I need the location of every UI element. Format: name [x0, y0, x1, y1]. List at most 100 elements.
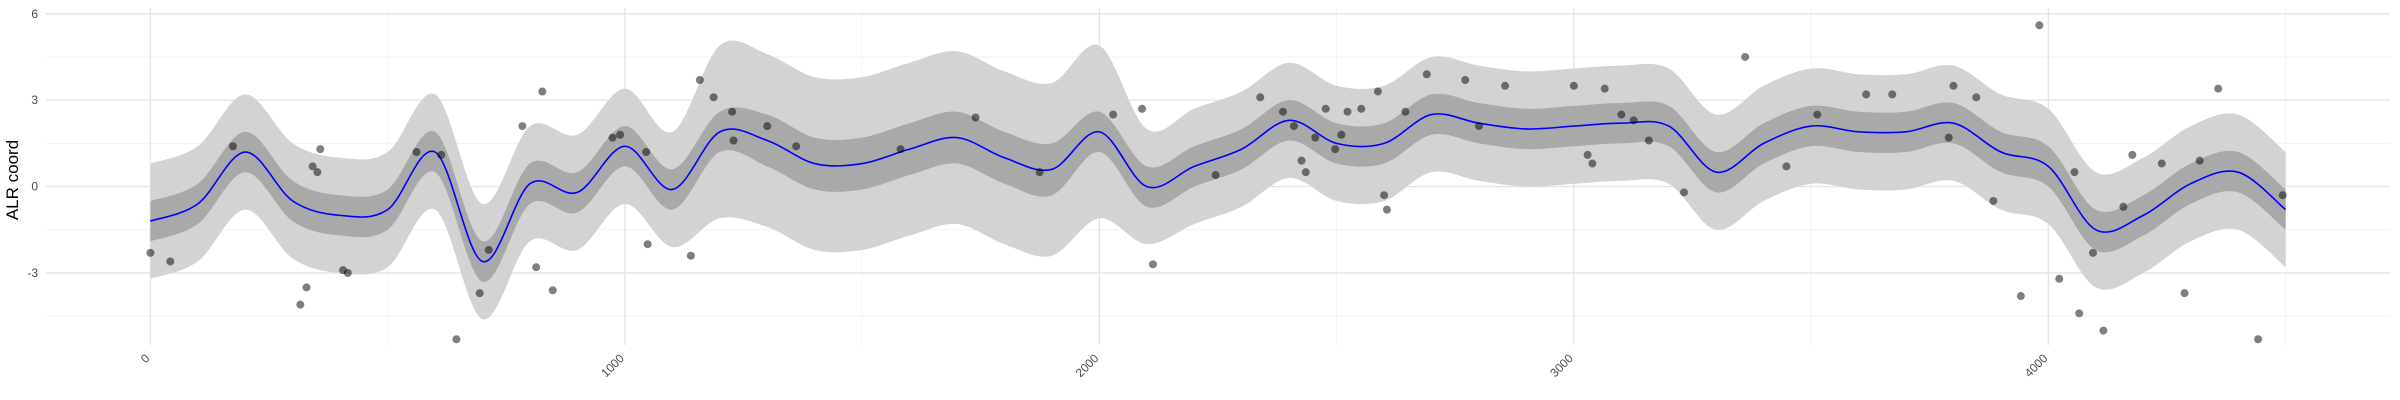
data-point	[475, 289, 484, 298]
data-point	[1888, 90, 1897, 99]
y-tick-label: -3	[27, 266, 38, 280]
data-point	[2128, 150, 2137, 159]
data-point	[2016, 292, 2025, 301]
data-point	[695, 76, 704, 85]
data-point	[343, 268, 352, 277]
data-point	[484, 245, 493, 254]
inner-band	[150, 93, 2286, 282]
data-point	[896, 145, 905, 154]
data-point	[316, 145, 325, 154]
data-point	[1148, 260, 1157, 269]
data-point	[1741, 52, 1750, 61]
data-point	[1289, 122, 1298, 131]
data-point	[166, 257, 175, 266]
data-point	[1949, 81, 1958, 90]
outer-band	[150, 40, 2286, 320]
y-tick-label: 6	[31, 7, 38, 21]
data-point	[2070, 168, 2079, 177]
data-point	[1501, 81, 1510, 90]
data-point	[2157, 159, 2166, 168]
data-point	[1782, 162, 1791, 171]
data-point	[1401, 107, 1410, 116]
data-point	[608, 133, 617, 142]
data-point	[2119, 202, 2128, 211]
data-point	[616, 130, 625, 139]
data-point	[1035, 168, 1044, 177]
data-point	[686, 251, 695, 260]
data-point	[1297, 156, 1306, 165]
x-tick-label: 2000	[1073, 351, 1102, 380]
data-point	[532, 263, 541, 272]
data-point	[1337, 130, 1346, 139]
data-point	[2278, 191, 2287, 200]
data-point	[1331, 145, 1340, 154]
data-point	[792, 142, 801, 151]
data-point	[412, 148, 421, 157]
data-point	[1588, 159, 1597, 168]
data-point	[146, 248, 155, 257]
data-point	[1813, 110, 1822, 119]
data-point	[1422, 70, 1431, 79]
data-point	[1211, 171, 1220, 180]
x-tick-label: 4000	[2022, 351, 2051, 380]
data-point	[1357, 104, 1366, 113]
data-point	[643, 240, 652, 249]
data-point	[642, 148, 651, 157]
data-point	[1373, 87, 1382, 96]
data-point	[1343, 107, 1352, 116]
data-point	[1321, 104, 1330, 113]
data-point	[2099, 326, 2108, 335]
data-point	[1862, 90, 1871, 99]
data-point	[437, 150, 446, 159]
x-tick-label: 1000	[598, 351, 627, 380]
data-point	[1279, 107, 1288, 116]
data-point	[538, 87, 547, 96]
data-point	[296, 300, 305, 309]
data-point	[2075, 309, 2084, 318]
data-point	[518, 122, 527, 131]
data-point	[1311, 133, 1320, 142]
data-point	[302, 283, 311, 292]
data-point	[1474, 122, 1483, 131]
data-point	[2180, 289, 2189, 298]
data-point	[1972, 93, 1981, 102]
x-tick-label: 0	[138, 351, 153, 366]
data-point	[2055, 274, 2064, 283]
data-point	[1679, 188, 1688, 197]
data-point	[763, 122, 772, 131]
data-point	[1301, 168, 1310, 177]
data-point	[1380, 191, 1389, 200]
data-point	[548, 286, 557, 295]
data-point	[1382, 205, 1391, 214]
x-tick-label: 3000	[1547, 351, 1576, 380]
data-point	[728, 107, 737, 116]
data-point	[1461, 76, 1470, 85]
data-point	[971, 113, 980, 122]
data-point	[452, 335, 461, 344]
data-point	[2214, 84, 2223, 93]
data-point	[1617, 110, 1626, 119]
data-point	[1138, 104, 1147, 113]
data-point	[1600, 84, 1609, 93]
data-point	[1109, 110, 1118, 119]
data-point	[1569, 81, 1578, 90]
data-point	[1644, 136, 1653, 145]
data-point	[313, 168, 322, 177]
data-point	[1629, 116, 1638, 125]
data-point	[1583, 150, 1592, 159]
data-point	[709, 93, 718, 102]
data-point	[1944, 133, 1953, 142]
data-point	[228, 142, 237, 151]
data-point	[308, 162, 317, 171]
fit-line	[150, 113, 2287, 263]
y-axis-label: ALR coord	[3, 140, 22, 220]
data-point	[2195, 156, 2204, 165]
data-point	[1256, 93, 1265, 102]
data-point	[2035, 21, 2044, 30]
data-point	[2088, 248, 2097, 257]
y-tick-label: 3	[31, 93, 38, 107]
data-point	[729, 136, 738, 145]
data-point	[1989, 196, 1998, 205]
